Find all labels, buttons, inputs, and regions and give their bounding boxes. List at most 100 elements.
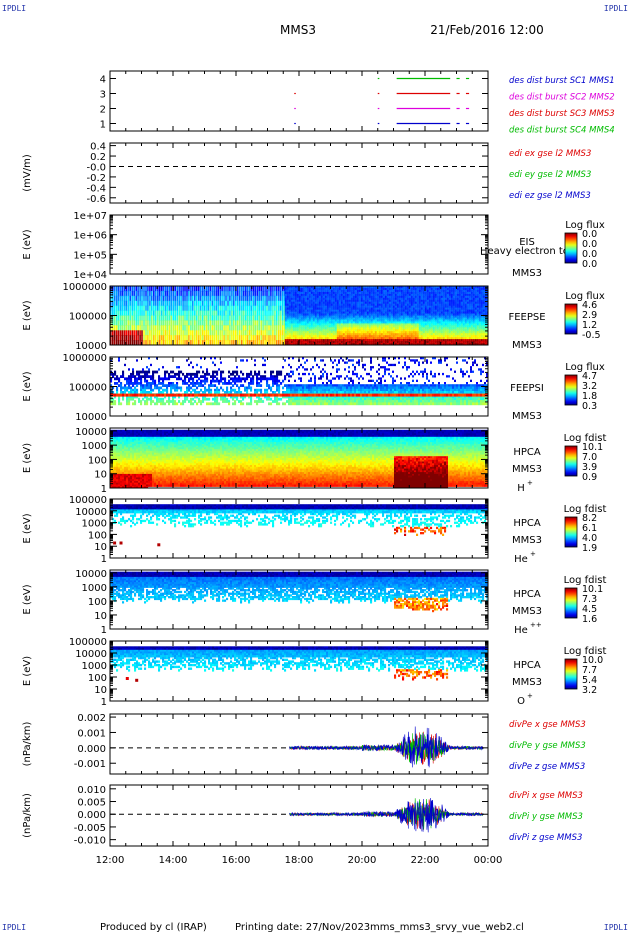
spacecraft-label: MMS3 xyxy=(512,340,542,351)
y-tick-label: 10000 xyxy=(75,427,107,438)
y-tick-label: 100 xyxy=(88,673,107,684)
header-spacecraft: MMS3 xyxy=(280,23,316,37)
legend-entry: des dist burst SC3 MMS3 xyxy=(509,109,615,119)
y-tick-label: 1000 xyxy=(82,661,107,672)
y-axis-label: E (eV) xyxy=(22,371,33,401)
y-tick-label: 3 xyxy=(100,90,106,101)
y-tick-label: 10000 xyxy=(75,649,107,660)
y-axis-label: (nPa/km) xyxy=(22,793,33,838)
y-axis-label: E (eV) xyxy=(22,513,33,543)
colorbar xyxy=(564,303,578,335)
colorbar-label: 8.2 xyxy=(582,513,597,524)
colorbar xyxy=(564,232,578,264)
colorbar-label: 4.7 xyxy=(582,371,597,382)
y-tick-label: 100000 xyxy=(69,495,107,506)
instrument-label: HPCA xyxy=(513,518,541,529)
y-tick-label: 1 xyxy=(101,697,107,708)
overlay-label: Heavy electron tof xyxy=(480,246,573,257)
time-tick-label: 18:00 xyxy=(285,855,314,866)
y-tick-label: 1 xyxy=(101,625,107,636)
legend-entry: divPe x gse MMS3 xyxy=(509,720,586,730)
panel-frame xyxy=(109,70,489,132)
legend-entry: des dist burst SC4 MMS4 xyxy=(509,126,615,136)
species-label: H xyxy=(517,483,525,494)
colorbar-label: 0.0 xyxy=(582,229,597,240)
colorbar-label: 0.0 xyxy=(582,249,597,260)
spacecraft-label: MMS3 xyxy=(512,677,542,688)
y-tick-label: 100 xyxy=(88,530,107,541)
y-tick-label: 1000 xyxy=(82,441,107,452)
colorbar xyxy=(564,658,578,690)
y-tick-label: -0.0 xyxy=(86,162,106,173)
trace-z xyxy=(289,726,484,768)
legend-entry: divPi x gse MMS3 xyxy=(509,791,583,801)
legend-entry: edi ez gse l2 MMS3 xyxy=(509,191,591,201)
legend-entry: divPe y gse MMS3 xyxy=(509,741,586,751)
y-axis-label: E (eV) xyxy=(22,656,33,686)
y-tick-label: 0.001 xyxy=(77,728,106,739)
y-tick-label: 2 xyxy=(100,105,106,116)
panel4-spectrogram xyxy=(110,286,488,345)
footer-produced: Produced by cl (IRAP) xyxy=(100,922,207,933)
y-tick-label: 1000 xyxy=(82,583,107,594)
y-tick-label: 0.005 xyxy=(77,798,106,809)
panel8-spectrogram xyxy=(110,571,488,613)
panel6-spectrogram xyxy=(110,429,488,488)
panel6: 10000 1000 100 10 1 E (eV) HPCA MMS3 H + Log fdist… xyxy=(22,427,606,495)
y-tick-label: 0.2 xyxy=(90,152,106,163)
corner-label-bottom-right: IPDLI xyxy=(603,923,628,932)
y-tick-label: -0.4 xyxy=(86,183,106,194)
trace-z xyxy=(289,797,484,833)
colorbar-label: 1.2 xyxy=(582,320,597,331)
instrument-label: FEEPSE xyxy=(508,312,545,323)
colorbar-label: 5.4 xyxy=(582,675,597,686)
colorbar xyxy=(564,445,578,477)
legend-entry: edi ex gse l2 MMS3 xyxy=(509,149,591,159)
y-tick-label: -0.6 xyxy=(86,194,106,205)
instrument-label: HPCA xyxy=(513,447,541,458)
time-tick-label: 12:00 xyxy=(96,855,125,866)
colorbar-label: 0.0 xyxy=(582,239,597,250)
y-tick-label: 4 xyxy=(100,75,106,86)
panel-frame xyxy=(109,214,489,275)
colorbar-label: 10.1 xyxy=(582,442,603,453)
colorbar-label: 4.6 xyxy=(582,300,597,311)
panel7-spectrogram xyxy=(110,504,488,547)
panel9-spectrogram xyxy=(110,646,488,682)
species-label: O xyxy=(517,696,525,707)
legend-entry: divPe z gse MMS3 xyxy=(509,762,585,772)
panel2: 0.40.2-0.0-0.2-0.4-0.6 (mV/m) edi ex gse l… xyxy=(22,142,591,205)
colorbar-label: 1.8 xyxy=(582,391,597,402)
colorbar-label: 10.0 xyxy=(582,655,603,666)
colorbar-label: 3.2 xyxy=(582,381,597,392)
y-tick-label: 10000 xyxy=(75,412,107,423)
time-tick-label: 14:00 xyxy=(159,855,188,866)
y-tick-label: 10 xyxy=(94,542,107,553)
colorbar-label: 7.3 xyxy=(582,594,597,605)
y-tick-label: 100 xyxy=(88,455,107,466)
colorbar-label: 1.9 xyxy=(582,543,597,554)
panel5: 1000000 100000 10000 E (eV) FEEPSI MMS3 Log fl… xyxy=(22,353,605,423)
species-charge: ++ xyxy=(530,621,542,629)
y-axis-label: E (eV) xyxy=(22,300,33,330)
instrument-label: EIS xyxy=(519,237,535,248)
panel1: 4 3 2 1 des dist burst SC1 MMS1 des dist burs… xyxy=(100,70,615,136)
time-tick-label: 20:00 xyxy=(348,855,377,866)
colorbar-label: 2.9 xyxy=(582,310,597,321)
colorbar xyxy=(564,374,578,406)
colorbar-label: 4.0 xyxy=(582,533,597,544)
panel5-spectrogram xyxy=(110,357,488,406)
y-tick-label: 10 xyxy=(94,611,107,622)
y-tick-label: -0.001 xyxy=(74,759,106,770)
y-tick-label: 100000 xyxy=(69,637,107,648)
spacecraft-label: MMS3 xyxy=(512,535,542,546)
y-tick-label: 10 xyxy=(94,470,107,481)
y-tick-label: 1 xyxy=(100,120,106,131)
colorbar-label: 0.0 xyxy=(582,259,597,270)
header-datetime: 21/Feb/2016 12:00 xyxy=(430,23,544,37)
